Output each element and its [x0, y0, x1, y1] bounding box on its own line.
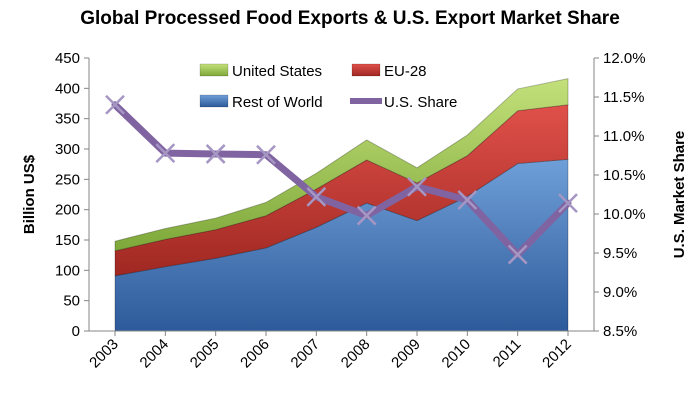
x-tick-label: 2009 — [388, 336, 424, 372]
y2-tick-label: 10.0% — [603, 206, 646, 223]
marker-us-share — [457, 190, 478, 210]
marker-us-share — [105, 94, 125, 115]
marker-us-share — [558, 193, 578, 213]
x-tick-label: 2010 — [439, 336, 475, 372]
area-united-states — [114, 78, 569, 252]
legend-label-eu-28: EU-28 — [384, 63, 427, 80]
marker-us-share — [155, 143, 176, 164]
y2-tick-label: 11.5% — [603, 89, 644, 106]
marker-us-share — [256, 144, 276, 165]
x-tick-label: 2008 — [338, 336, 374, 372]
chart-title: Global Processed Food Exports & U.S. Exp… — [80, 8, 620, 29]
legend-swatch-united-states — [199, 63, 229, 77]
legend-label-u-s-share: U.S. Share — [384, 94, 457, 111]
y-tick-label: 50 — [63, 293, 80, 310]
x-tick-label: 2005 — [187, 336, 223, 372]
y-tick-label: 150 — [55, 232, 80, 249]
y-tick-label: 300 — [55, 141, 80, 158]
x-tick-label: 2012 — [539, 336, 575, 372]
y-tick-label: 350 — [55, 111, 80, 128]
legend-swatch-rest-of-world — [199, 94, 229, 108]
marker-us-share — [306, 186, 327, 207]
y-axis-title: Billion US$ — [21, 154, 38, 234]
legend-swatch-eu-28 — [351, 63, 381, 77]
marker-us-share — [356, 205, 377, 226]
y2-axis-title: U.S. Market Share — [671, 131, 688, 259]
y-tick-label: 200 — [55, 202, 80, 219]
legend-label-rest-of-world: Rest of World — [232, 94, 323, 111]
line-us-share — [111, 101, 572, 259]
y2-tick-label: 9.5% — [603, 245, 637, 262]
y2-tick-label: 12.0% — [603, 50, 646, 67]
y2-tick-label: 9.0% — [603, 284, 637, 301]
y-tick-label: 400 — [55, 80, 80, 97]
y-tick-label: 100 — [55, 262, 80, 279]
marker-us-share — [407, 176, 427, 197]
x-tick-label: 2004 — [137, 336, 173, 372]
marker-us-share — [205, 144, 226, 164]
marker-us-share — [507, 244, 528, 265]
y-tick-label: 450 — [55, 50, 80, 67]
y-tick-label: 0 — [72, 323, 80, 340]
x-tick-label: 2011 — [490, 336, 525, 371]
x-tick-label: 2007 — [288, 336, 324, 372]
x-tick-label: 2006 — [237, 336, 273, 372]
y2-tick-label: 8.5% — [603, 323, 637, 340]
legend-label-united-states: United States — [232, 63, 322, 80]
y2-tick-label: 11.0% — [603, 128, 644, 145]
x-tick-label: 2003 — [86, 336, 122, 372]
y-tick-label: 250 — [55, 171, 80, 188]
y2-tick-label: 10.5% — [603, 167, 646, 184]
